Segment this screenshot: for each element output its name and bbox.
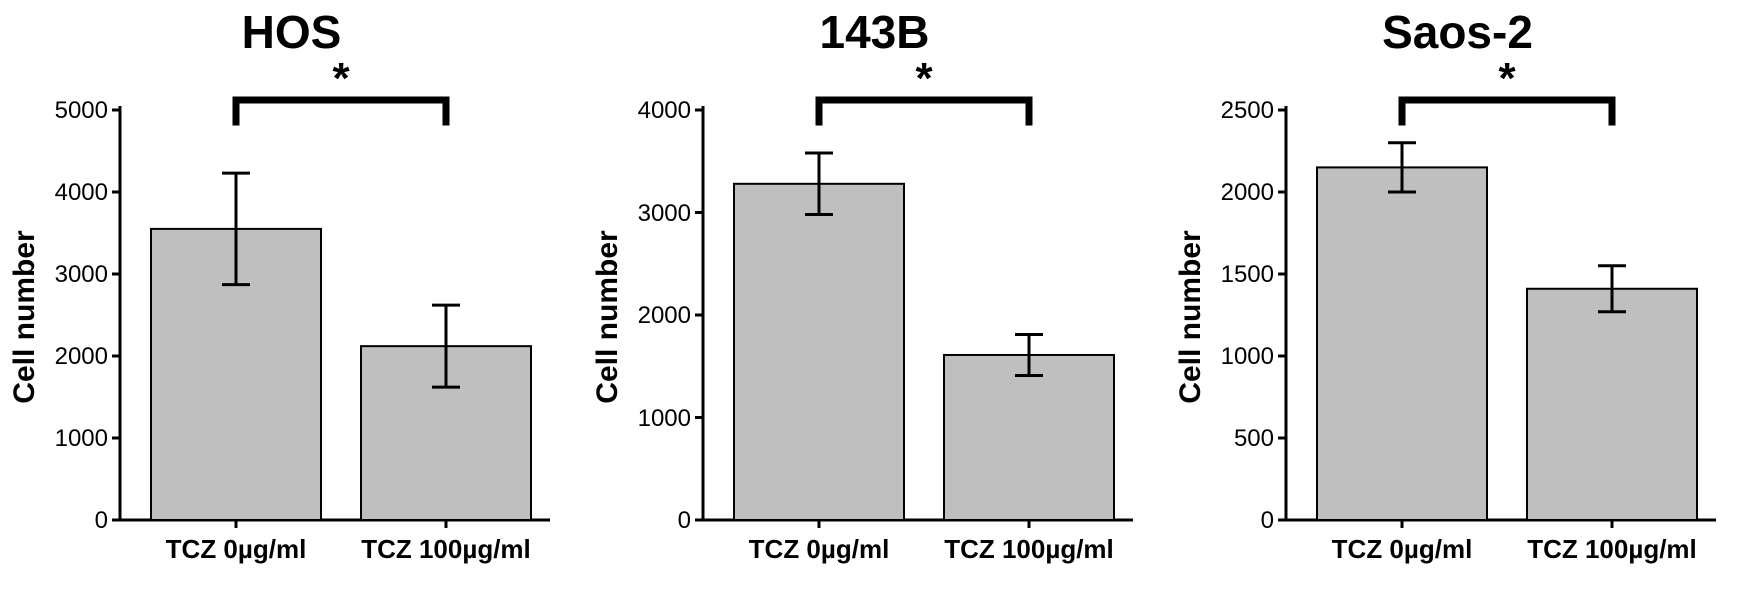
y-tick-label: 4000 [638, 97, 691, 125]
bar [1317, 167, 1487, 520]
x-category-label: TCZ 0µg/ml [1297, 534, 1507, 565]
y-tick-label: 0 [1261, 507, 1274, 535]
chart-panel: 143BCell number01000200030004000TCZ 0µg/… [583, 0, 1166, 611]
y-tick-label: 2000 [1221, 179, 1274, 207]
y-tick-label: 1000 [55, 425, 108, 453]
y-tick-label: 500 [1234, 425, 1274, 453]
y-tick-label: 2000 [55, 343, 108, 371]
y-tick-label: 1000 [1221, 343, 1274, 371]
y-tick-label: 1000 [638, 405, 691, 433]
bar [734, 184, 904, 520]
y-tick-label: 5000 [55, 97, 108, 125]
y-tick-label: 3000 [55, 261, 108, 289]
y-tick-label: 0 [678, 507, 691, 535]
bar [1527, 289, 1697, 520]
y-tick-label: 1500 [1221, 261, 1274, 289]
x-category-label: TCZ 0µg/ml [714, 534, 924, 565]
significance-marker: * [894, 54, 954, 104]
x-category-label: TCZ 100µg/ml [341, 534, 551, 565]
x-category-label: TCZ 0µg/ml [131, 534, 341, 565]
x-category-label: TCZ 100µg/ml [924, 534, 1134, 565]
chart-panel: Saos-2Cell number05001000150020002500TCZ… [1166, 0, 1749, 611]
y-tick-label: 2500 [1221, 97, 1274, 125]
y-tick-label: 0 [95, 507, 108, 535]
bar [944, 355, 1114, 520]
significance-marker: * [311, 54, 371, 104]
chart-svg [0, 0, 583, 611]
chart-panel: HOSCell number010002000300040005000TCZ 0… [0, 0, 583, 611]
y-tick-label: 4000 [55, 179, 108, 207]
y-tick-label: 3000 [638, 200, 691, 228]
chart-svg [1166, 0, 1749, 611]
significance-marker: * [1477, 54, 1537, 104]
x-category-label: TCZ 100µg/ml [1507, 534, 1717, 565]
y-tick-label: 2000 [638, 302, 691, 330]
